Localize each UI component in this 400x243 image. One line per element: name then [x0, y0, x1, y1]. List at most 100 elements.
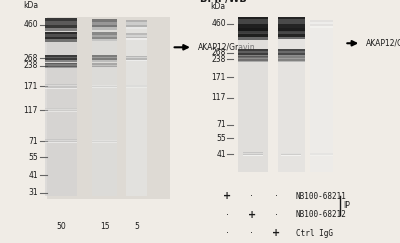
Text: 55: 55	[28, 153, 38, 162]
FancyBboxPatch shape	[92, 65, 117, 66]
FancyBboxPatch shape	[45, 141, 77, 142]
FancyBboxPatch shape	[45, 139, 77, 140]
FancyBboxPatch shape	[126, 86, 147, 87]
FancyBboxPatch shape	[238, 49, 268, 51]
FancyBboxPatch shape	[126, 27, 147, 29]
FancyBboxPatch shape	[281, 154, 301, 155]
FancyBboxPatch shape	[92, 140, 117, 141]
FancyBboxPatch shape	[126, 21, 147, 196]
FancyBboxPatch shape	[126, 57, 147, 58]
Text: 171: 171	[212, 73, 226, 82]
FancyBboxPatch shape	[278, 55, 305, 56]
FancyBboxPatch shape	[92, 60, 117, 61]
FancyBboxPatch shape	[278, 28, 305, 31]
FancyBboxPatch shape	[238, 28, 268, 33]
FancyBboxPatch shape	[278, 19, 305, 24]
FancyBboxPatch shape	[45, 57, 77, 58]
Text: AKAP12/Gravin: AKAP12/Gravin	[366, 39, 400, 48]
FancyBboxPatch shape	[45, 21, 77, 25]
FancyBboxPatch shape	[92, 141, 117, 142]
FancyBboxPatch shape	[45, 109, 77, 110]
Text: 171: 171	[24, 82, 38, 91]
Text: NB100-68211: NB100-68211	[296, 192, 347, 201]
FancyBboxPatch shape	[126, 25, 147, 27]
FancyBboxPatch shape	[238, 14, 268, 19]
Text: 55: 55	[216, 134, 226, 143]
FancyBboxPatch shape	[126, 56, 147, 57]
FancyBboxPatch shape	[238, 28, 268, 31]
FancyBboxPatch shape	[238, 56, 268, 58]
FancyBboxPatch shape	[126, 37, 147, 38]
Text: NB100-68212: NB100-68212	[296, 210, 347, 219]
FancyBboxPatch shape	[278, 58, 305, 59]
FancyBboxPatch shape	[278, 61, 305, 62]
FancyBboxPatch shape	[126, 35, 147, 37]
FancyBboxPatch shape	[92, 35, 117, 37]
FancyBboxPatch shape	[278, 37, 305, 40]
FancyBboxPatch shape	[45, 84, 77, 85]
FancyBboxPatch shape	[45, 111, 77, 112]
Text: +: +	[223, 191, 232, 201]
Text: 238: 238	[212, 55, 226, 64]
FancyBboxPatch shape	[47, 17, 170, 199]
FancyBboxPatch shape	[126, 58, 147, 60]
FancyBboxPatch shape	[238, 24, 268, 28]
Text: B. IP/WB: B. IP/WB	[200, 0, 247, 4]
FancyBboxPatch shape	[126, 87, 147, 88]
FancyBboxPatch shape	[92, 85, 117, 86]
Text: ·: ·	[226, 210, 229, 220]
FancyBboxPatch shape	[310, 22, 333, 24]
Text: A. WB: A. WB	[8, 0, 41, 2]
FancyBboxPatch shape	[45, 28, 77, 31]
Text: ·: ·	[226, 228, 229, 238]
FancyBboxPatch shape	[92, 139, 117, 140]
FancyBboxPatch shape	[45, 39, 77, 42]
Text: 460: 460	[23, 20, 38, 29]
Text: 31: 31	[28, 188, 38, 197]
FancyBboxPatch shape	[45, 58, 77, 60]
FancyBboxPatch shape	[281, 155, 301, 156]
Text: 460: 460	[211, 19, 226, 28]
FancyBboxPatch shape	[126, 85, 147, 86]
FancyBboxPatch shape	[310, 24, 333, 26]
FancyBboxPatch shape	[238, 31, 268, 34]
Text: 41: 41	[28, 171, 38, 180]
FancyBboxPatch shape	[281, 153, 301, 154]
Text: 268: 268	[212, 48, 226, 57]
FancyBboxPatch shape	[238, 61, 268, 62]
FancyBboxPatch shape	[126, 20, 147, 22]
FancyBboxPatch shape	[124, 217, 149, 236]
FancyBboxPatch shape	[243, 153, 263, 154]
FancyBboxPatch shape	[92, 39, 117, 41]
Text: 50: 50	[56, 222, 66, 231]
FancyBboxPatch shape	[310, 20, 333, 172]
FancyBboxPatch shape	[278, 59, 305, 61]
FancyBboxPatch shape	[92, 86, 117, 87]
Text: 238: 238	[24, 61, 38, 70]
FancyBboxPatch shape	[45, 142, 77, 143]
Text: kDa: kDa	[211, 2, 226, 11]
FancyBboxPatch shape	[45, 32, 77, 34]
FancyBboxPatch shape	[45, 66, 77, 67]
FancyBboxPatch shape	[92, 67, 117, 68]
Text: ·: ·	[274, 210, 278, 220]
FancyBboxPatch shape	[92, 27, 117, 30]
Text: 71: 71	[28, 137, 38, 146]
FancyBboxPatch shape	[126, 33, 147, 35]
FancyBboxPatch shape	[92, 63, 117, 65]
FancyBboxPatch shape	[243, 155, 263, 156]
Text: IP: IP	[343, 201, 350, 210]
FancyBboxPatch shape	[92, 142, 117, 143]
FancyBboxPatch shape	[92, 25, 117, 27]
FancyBboxPatch shape	[45, 60, 77, 62]
FancyBboxPatch shape	[92, 55, 117, 57]
FancyBboxPatch shape	[310, 155, 333, 156]
FancyBboxPatch shape	[238, 20, 268, 172]
FancyBboxPatch shape	[43, 217, 78, 236]
FancyBboxPatch shape	[45, 21, 77, 196]
Text: Ctrl IgG: Ctrl IgG	[296, 229, 333, 238]
FancyBboxPatch shape	[278, 49, 305, 51]
FancyBboxPatch shape	[126, 38, 147, 40]
Text: 117: 117	[24, 105, 38, 114]
FancyBboxPatch shape	[278, 15, 305, 19]
